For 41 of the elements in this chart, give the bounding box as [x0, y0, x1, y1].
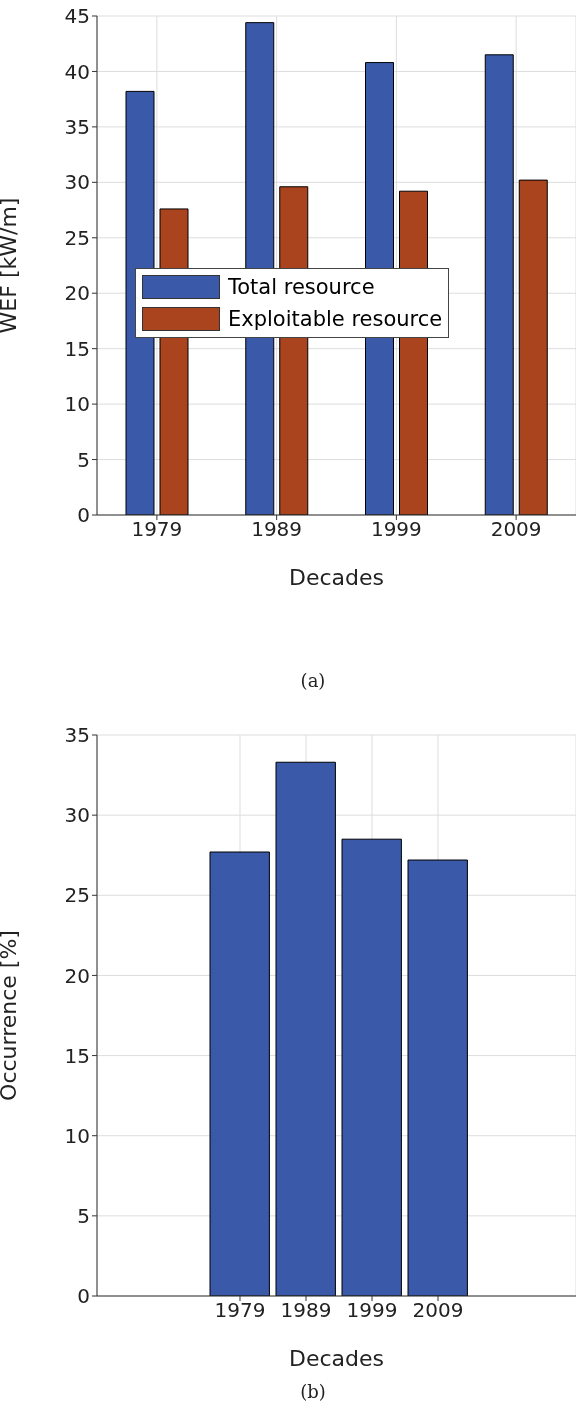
bar [209, 851, 270, 1296]
x-tick-label: 1989 [280, 1298, 332, 1323]
y-tick-label: 20 [64, 963, 90, 988]
bar [125, 90, 155, 515]
y-tick-label: 15 [64, 336, 90, 361]
bar [518, 179, 548, 515]
y-tick-label: 5 [77, 447, 90, 472]
y-tick-label: 0 [77, 1284, 90, 1309]
y-tick-label: 40 [64, 59, 90, 84]
x-tick-label: 2009 [490, 517, 542, 542]
x-axis-title: Decades [288, 565, 385, 590]
x-tick-label: 1979 [131, 517, 183, 542]
legend-label: Total resource [228, 275, 375, 299]
y-tick-label: 35 [64, 114, 90, 139]
y-tick-label: 35 [64, 723, 90, 748]
y-axis-title: WEF [kW/m] [0, 197, 21, 334]
text: (a) [299, 670, 327, 691]
y-tick-label: 25 [64, 883, 90, 908]
y-tick-label: 25 [64, 225, 90, 250]
x-tick-label: 1999 [346, 1298, 398, 1323]
x-tick-label: 2009 [412, 1298, 464, 1323]
y-tick-label: 45 [64, 4, 90, 29]
y-tick-label: 20 [64, 281, 90, 306]
x-tick-label: 1979 [214, 1298, 266, 1323]
legend-label: Exploitable resource [228, 307, 443, 331]
y-tick-label: 30 [64, 803, 90, 828]
y-tick-label: 10 [64, 1123, 90, 1148]
bar [275, 761, 336, 1296]
bar [341, 838, 402, 1296]
x-tick-label: 1989 [251, 517, 303, 542]
x-axis-title: Decades [288, 1346, 385, 1371]
y-tick-label: 0 [77, 503, 90, 528]
x-tick-label: 1999 [370, 517, 422, 542]
y-tick-label: 5 [77, 1203, 90, 1228]
bar [484, 54, 514, 515]
y-tick-label: 30 [64, 170, 90, 195]
bar [407, 859, 468, 1296]
y-axis-title: Occurrence [%] [0, 930, 21, 1101]
y-tick-label: 10 [64, 392, 90, 417]
y-tick-label: 15 [64, 1043, 90, 1068]
text: (b) [299, 1381, 327, 1402]
